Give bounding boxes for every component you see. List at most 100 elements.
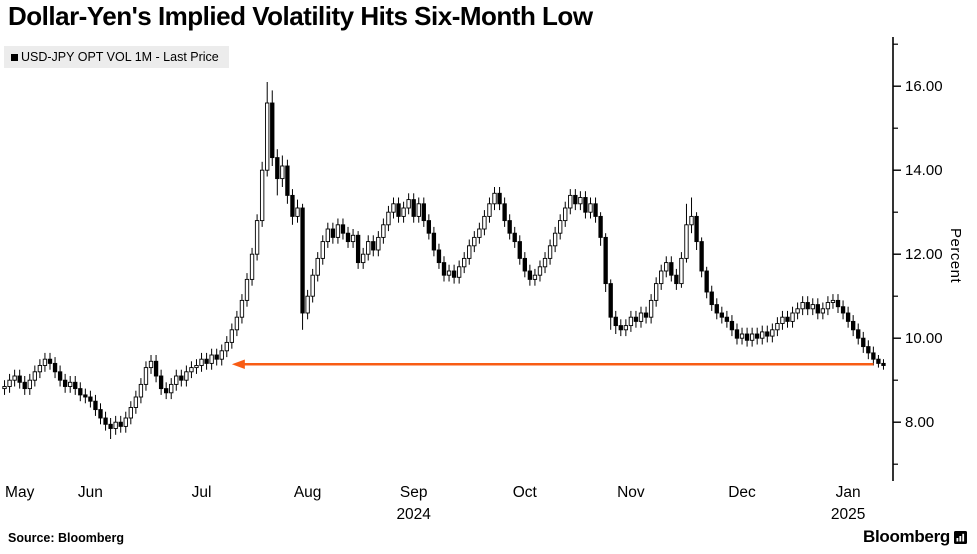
candle — [805, 302, 810, 310]
candle — [411, 199, 416, 217]
candle — [623, 325, 629, 331]
candle — [770, 329, 775, 337]
candle — [871, 352, 876, 360]
x-tick-label: Jan — [836, 484, 861, 501]
candle — [729, 320, 735, 331]
series-marker-icon — [11, 53, 18, 61]
candle — [194, 365, 199, 369]
candle — [744, 333, 750, 341]
candle — [684, 224, 689, 259]
candle — [653, 283, 659, 301]
candle — [88, 396, 93, 402]
bloomberg-logo-text: Bloomberg — [862, 527, 950, 546]
candle — [451, 270, 457, 278]
candle — [497, 192, 502, 205]
candle — [224, 341, 229, 352]
candle — [249, 253, 255, 280]
candle — [431, 232, 437, 251]
candle — [739, 333, 745, 339]
candle — [795, 308, 800, 314]
candle — [27, 379, 32, 390]
candle — [37, 365, 43, 373]
candle — [765, 331, 770, 337]
candle — [537, 266, 543, 276]
candle — [280, 165, 285, 180]
candle — [22, 381, 27, 390]
x-tick-label: Nov — [617, 484, 645, 501]
candle — [790, 312, 795, 322]
page-title: Dollar-Yen's Implied Volatility Hits Six… — [8, 1, 593, 31]
candle — [861, 337, 866, 348]
candle — [179, 375, 184, 381]
candle — [128, 407, 133, 419]
candle — [133, 396, 139, 408]
candle — [876, 358, 881, 364]
candle — [214, 354, 219, 360]
candle — [462, 257, 467, 268]
candle — [840, 306, 846, 314]
candle — [108, 423, 113, 429]
source-label: Source: Bloomberg — [8, 531, 124, 545]
candle — [689, 215, 694, 226]
candle — [724, 316, 730, 322]
candle — [542, 257, 548, 268]
candle — [138, 383, 144, 398]
y-tick-label: 14.00 — [905, 162, 943, 179]
candle — [441, 262, 447, 276]
trend-arrow — [231, 359, 874, 370]
candle — [335, 224, 341, 238]
bloomberg-logo-icon — [954, 530, 967, 544]
candle — [704, 270, 709, 293]
candle — [310, 274, 315, 297]
candle — [522, 257, 527, 272]
candle — [184, 371, 189, 381]
candle — [265, 102, 270, 171]
candle — [143, 367, 149, 385]
candle — [573, 194, 578, 205]
candle — [588, 203, 593, 213]
candle — [669, 262, 674, 276]
candle — [446, 270, 452, 276]
candle — [391, 203, 396, 213]
candle — [396, 203, 401, 217]
candle — [12, 375, 17, 381]
candle — [17, 375, 22, 383]
candle — [270, 102, 275, 159]
candle — [426, 220, 432, 234]
candle — [674, 274, 679, 285]
candle — [558, 220, 563, 234]
candle — [578, 197, 583, 205]
candle — [507, 220, 512, 234]
bloomberg-logo: Bloomberg — [863, 527, 967, 547]
candle — [815, 304, 820, 314]
candle — [830, 299, 836, 303]
candle — [113, 421, 118, 429]
candle — [164, 388, 169, 394]
x-tick-label: May — [5, 484, 35, 501]
candle — [68, 381, 73, 387]
y-tick-label: 10.00 — [905, 330, 943, 347]
candle — [52, 362, 58, 373]
candle — [340, 224, 346, 234]
candle — [633, 316, 639, 322]
y-axis-title: Percent — [947, 228, 964, 284]
candle — [355, 234, 361, 264]
candle — [361, 253, 366, 264]
candle — [467, 245, 472, 259]
candle — [775, 323, 780, 331]
x-tick-label: Dec — [728, 484, 756, 501]
candle — [290, 194, 295, 217]
candle — [199, 358, 204, 366]
candle — [169, 383, 174, 394]
candle — [285, 165, 290, 196]
candle — [881, 362, 886, 366]
candle — [780, 316, 785, 324]
candle — [613, 316, 618, 327]
candle — [583, 197, 588, 213]
candle — [532, 274, 538, 280]
candle — [664, 262, 669, 272]
candle — [158, 375, 164, 390]
candle — [835, 299, 841, 308]
candle — [209, 354, 214, 364]
candle — [618, 325, 623, 331]
